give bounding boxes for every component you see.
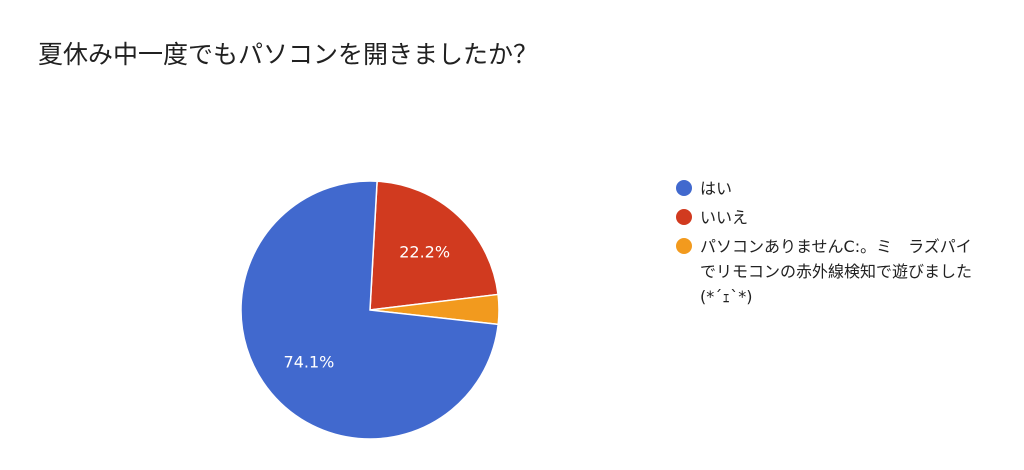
legend-swatch-other xyxy=(676,238,692,254)
legend-item-other[interactable]: パソコンありませんC:。ミ ラズパイでリモコンの赤外線検知で遊びました(*´ｪ`… xyxy=(676,234,976,309)
legend-swatch-yes xyxy=(676,180,692,196)
pie-label-no: 22.2% xyxy=(399,243,450,262)
legend-swatch-no xyxy=(676,209,692,225)
pie-slice-no[interactable] xyxy=(369,180,499,311)
legend-label-other: パソコンありませんC:。ミ ラズパイでリモコンの赤外線検知で遊びました(*´ｪ`… xyxy=(700,237,973,306)
chart-title: 夏休み中一度でもパソコンを開きましたか？ xyxy=(38,40,539,69)
pie-label-yes: 74.1% xyxy=(284,353,335,372)
legend-item-yes[interactable]: はい xyxy=(676,176,976,201)
legend-label-yes: はい xyxy=(700,179,733,198)
pie-slice-yes[interactable] xyxy=(240,180,500,440)
legend-label-no: いいえ xyxy=(700,208,749,227)
pie-chart: 22.2% 74.1% xyxy=(240,180,500,440)
legend: はい いいえ パソコンありませんC:。ミ ラズパイでリモコンの赤外線検知で遊びま… xyxy=(676,176,976,313)
legend-item-no[interactable]: いいえ xyxy=(676,205,976,230)
